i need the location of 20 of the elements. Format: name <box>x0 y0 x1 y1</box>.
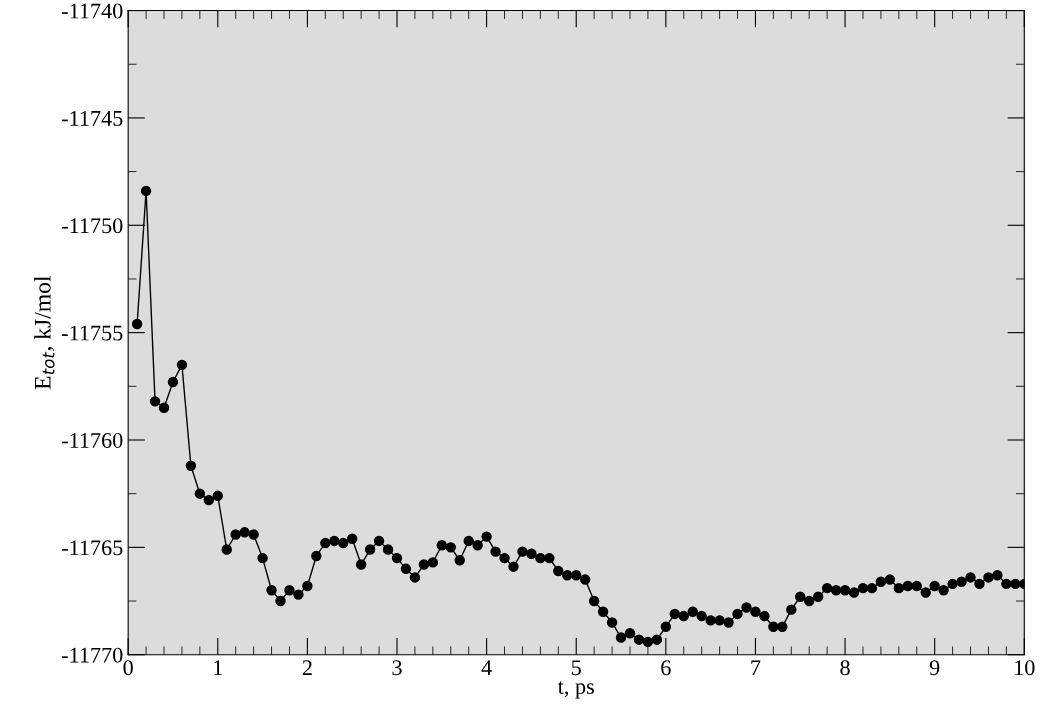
y-tick-label: -11740 <box>62 3 123 19</box>
y-tick-label: -11760 <box>62 432 123 448</box>
y-tick-label: -11755 <box>62 325 123 341</box>
x-tick-label: 9 <box>929 660 940 676</box>
y-tick-label: -11770 <box>62 647 123 663</box>
y-tick-label: -11765 <box>62 540 123 556</box>
x-tick-label: 7 <box>751 660 761 675</box>
x-tick-label: 10 <box>1015 660 1035 676</box>
x-tick-label: 5 <box>571 660 581 676</box>
x-tick-label: 6 <box>661 660 671 676</box>
x-tick-label: 0 <box>123 660 133 676</box>
x-axis-title: t, ps <box>557 681 594 699</box>
x-tick-label: 8 <box>840 660 850 676</box>
x-tick-label: 1 <box>214 660 222 675</box>
x-tick-label: 3 <box>392 660 402 676</box>
y-tick-label: -11745 <box>62 110 123 126</box>
y-tick-label: -11750 <box>62 218 123 234</box>
x-tick-label: 2 <box>302 660 312 675</box>
y-axis-title: E$_{tot}$, kJ/mol <box>34 275 55 390</box>
x-tick-label: 4 <box>481 660 492 675</box>
